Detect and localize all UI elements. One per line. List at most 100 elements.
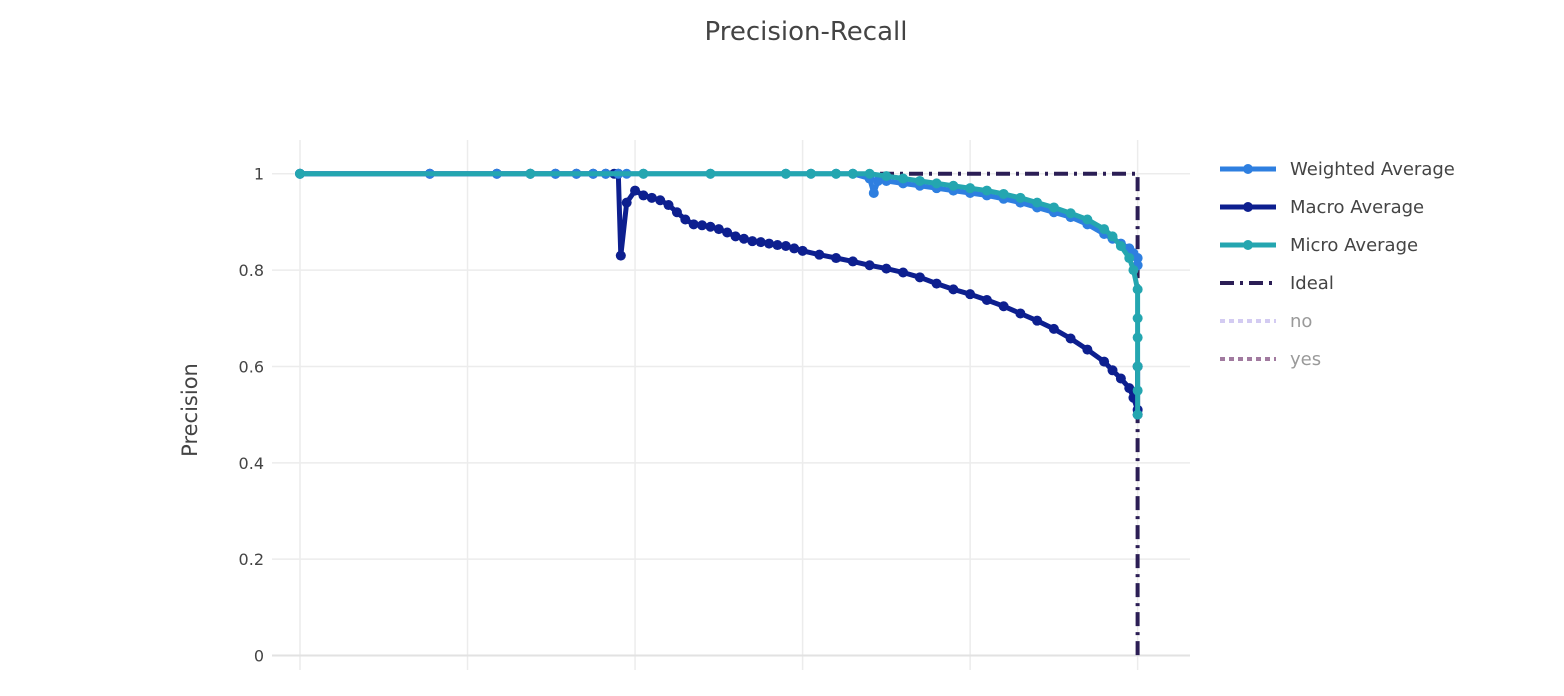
data-point-micro-average (864, 168, 875, 179)
data-point-macro-average (722, 227, 733, 238)
data-point-micro-average (1099, 224, 1110, 235)
data-point-macro-average (747, 236, 758, 247)
data-point-micro-average (638, 168, 649, 179)
y-axis-title: Precision (178, 363, 202, 457)
data-point-micro-average (1132, 332, 1143, 343)
data-point-micro-average (965, 183, 976, 194)
data-point-macro-average (1032, 315, 1043, 326)
data-point-macro-average (646, 192, 657, 203)
data-point-micro-average (1115, 241, 1126, 251)
legend-item-yes[interactable]: yes (1220, 349, 1321, 370)
data-point-micro-average (931, 178, 942, 189)
grid-lines (272, 140, 1190, 670)
data-point-micro-average (1048, 202, 1059, 213)
data-point-macro-average (789, 243, 800, 254)
data-point-macro-average (797, 245, 808, 256)
data-point-micro-average (705, 168, 716, 179)
data-point-macro-average (931, 278, 942, 289)
series-micro-average (295, 168, 1143, 420)
series-macro-average (295, 168, 1143, 420)
legend: Weighted Average Macro Average Micro Avera… (1220, 159, 1455, 370)
chart-title: Precision-Recall (705, 17, 908, 47)
data-point-macro-average (1124, 383, 1135, 394)
legend-item-ideal[interactable]: Ideal (1220, 273, 1334, 294)
y-tick-label: 0.8 (239, 261, 264, 280)
y-tick-label: 0.2 (239, 550, 264, 569)
data-point-micro-average (805, 168, 816, 179)
data-point-macro-average (630, 185, 641, 196)
data-point-micro-average (1132, 313, 1143, 324)
data-point-micro-average (847, 168, 858, 179)
series-ideal (300, 171, 1140, 656)
data-point-macro-average (1048, 323, 1059, 334)
data-point-macro-average (831, 253, 842, 264)
data-point-macro-average (1115, 373, 1126, 384)
legend-label: Macro Average (1290, 197, 1424, 218)
data-point-macro-average (965, 289, 976, 300)
legend-item-no[interactable]: no (1220, 311, 1312, 332)
data-point-macro-average (697, 220, 708, 231)
data-point-macro-average (1099, 356, 1110, 367)
data-point-macro-average (772, 240, 783, 251)
data-point-macro-average (705, 221, 716, 232)
series-line-macro-average (300, 171, 1141, 415)
data-point-macro-average (663, 200, 674, 211)
data-point-micro-average (898, 173, 909, 184)
series-line-micro-average (300, 171, 1141, 415)
data-point-macro-average (998, 301, 1009, 312)
legend-marker (1243, 240, 1253, 250)
data-point-macro-average (655, 195, 666, 206)
data-point-macro-average (881, 263, 892, 274)
data-point-micro-average (295, 168, 305, 179)
y-tick-label: 0.6 (239, 357, 264, 376)
data-point-micro-average (1015, 192, 1026, 203)
data-point-macro-average (680, 214, 691, 225)
series-line-weighted-average (300, 171, 1141, 266)
data-point-weighted-average (1132, 253, 1143, 264)
data-point-micro-average (1124, 253, 1135, 264)
legend-marker (1243, 202, 1253, 212)
legend-item-macro-average[interactable]: Macro Average (1220, 197, 1424, 218)
data-point-micro-average (881, 171, 892, 182)
data-point-macro-average (755, 237, 766, 248)
legend-item-micro-average[interactable]: Micro Average (1220, 235, 1418, 256)
data-point-weighted-average (872, 175, 883, 186)
legend-item-weighted-average[interactable]: Weighted Average (1220, 159, 1455, 180)
data-point-macro-average (1065, 333, 1076, 344)
data-point-micro-average (1132, 284, 1143, 295)
data-point-micro-average (981, 185, 992, 196)
data-point-micro-average (1132, 361, 1143, 372)
data-point-macro-average (764, 238, 775, 249)
data-point-micro-average (1082, 214, 1093, 225)
legend-marker (1243, 164, 1253, 174)
series-layer (295, 168, 1143, 656)
legend-label: Ideal (1290, 273, 1334, 294)
y-tick-label: 0 (254, 647, 264, 666)
data-point-macro-average (713, 224, 724, 235)
data-point-weighted-average (868, 188, 879, 198)
legend-label: no (1290, 311, 1312, 332)
data-point-micro-average (948, 180, 959, 191)
data-point-macro-average (780, 241, 791, 251)
data-point-micro-average (831, 168, 842, 179)
data-point-macro-average (638, 190, 649, 201)
data-point-macro-average (688, 219, 699, 230)
y-tick-label: 0.4 (239, 454, 264, 473)
data-point-micro-average (1032, 197, 1043, 208)
legend-label: Weighted Average (1290, 159, 1455, 180)
data-point-macro-average (621, 197, 632, 208)
data-point-micro-average (525, 168, 536, 179)
data-point-micro-average (914, 175, 925, 186)
data-point-macro-average (981, 294, 992, 305)
series-line-ideal (300, 171, 1140, 656)
data-point-macro-average (615, 250, 626, 261)
data-point-macro-average (1082, 344, 1093, 355)
data-point-macro-average (914, 272, 925, 283)
data-point-macro-average (671, 207, 682, 218)
data-point-macro-average (1107, 365, 1118, 376)
y-tick-label: 1 (254, 165, 264, 184)
data-point-macro-average (738, 233, 749, 244)
data-point-micro-average (1132, 385, 1143, 396)
